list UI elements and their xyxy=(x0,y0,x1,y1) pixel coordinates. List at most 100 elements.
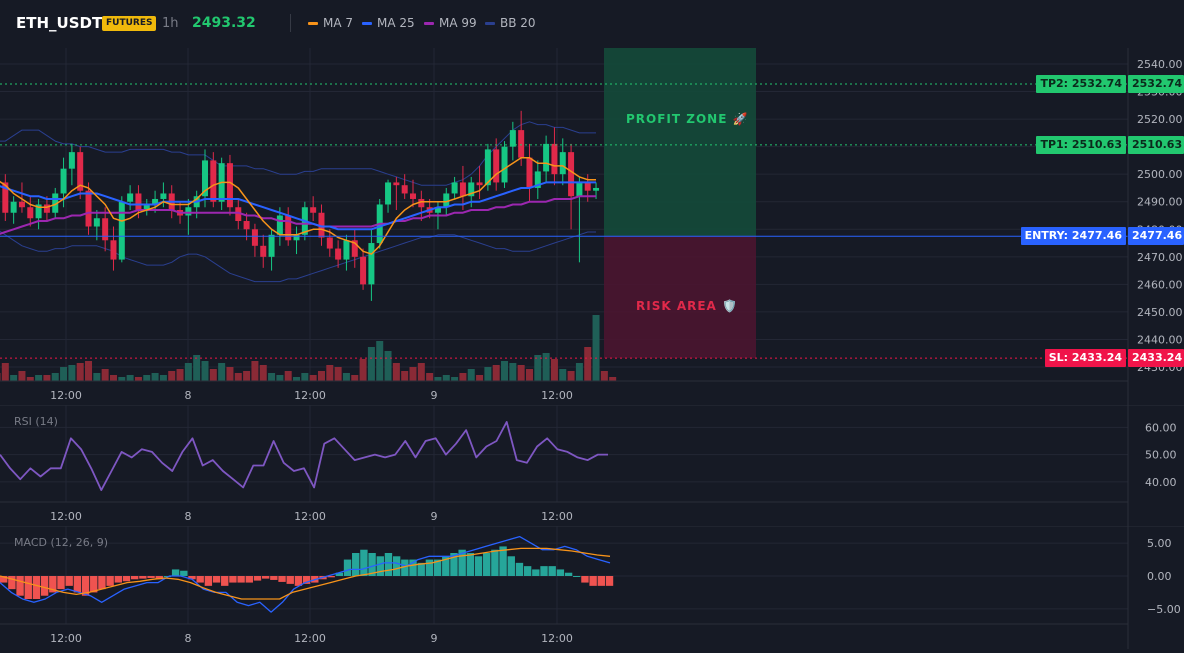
macd-histogram-bar xyxy=(417,562,425,576)
volume-bar xyxy=(276,375,284,381)
ma25-line xyxy=(0,181,596,231)
macd-histogram-bar xyxy=(57,576,65,590)
candle-body xyxy=(18,201,25,208)
tp1-level-label: TP1: 2510.63 xyxy=(1036,135,1126,154)
volume-bar xyxy=(201,361,209,381)
volume-bar xyxy=(392,363,400,381)
legend-ma25[interactable]: MA 25 xyxy=(362,16,415,30)
macd-histogram-bar xyxy=(474,556,483,576)
legend-ma7[interactable]: MA 7 xyxy=(308,16,353,30)
rsi-axis-label: 60.00 xyxy=(1145,421,1177,434)
volume-bar xyxy=(159,375,167,381)
header-divider xyxy=(290,14,291,32)
signal-line xyxy=(0,547,611,600)
macd-histogram-bar xyxy=(24,576,32,599)
macd-histogram-bar xyxy=(90,576,98,593)
time-axis-label: 12:00 xyxy=(50,389,82,402)
candle-body xyxy=(459,182,466,197)
rsi-time-label: 9 xyxy=(431,510,438,523)
volume-bar xyxy=(334,367,342,381)
volume-bar xyxy=(484,367,492,381)
candle-body xyxy=(102,218,109,241)
volume-bar xyxy=(60,367,68,381)
price-axis-label: 2540.00 xyxy=(1137,58,1183,71)
macd-histogram-bar xyxy=(8,576,16,590)
macd-histogram-bar xyxy=(188,576,196,580)
profit-zone-label: PROFIT ZONE 🚀 xyxy=(626,112,749,126)
macd-histogram-bar xyxy=(106,576,114,586)
price-chart-pane[interactable]: 2540.002530.002520.002510.002500.002490.… xyxy=(0,48,1184,405)
macd-axis-label: 5.00 xyxy=(1147,537,1172,550)
macd-canvas[interactable]: 5.00 0.00 −5.00 12:00 8 12:00 9 12:00 xyxy=(0,525,1184,649)
macd-histogram-bar xyxy=(335,572,344,576)
volume-bar xyxy=(193,355,201,381)
candle-body xyxy=(202,160,208,197)
macd-histogram-bar xyxy=(466,553,475,576)
macd-histogram-bar xyxy=(523,566,532,576)
volume-bar xyxy=(426,373,434,381)
volume-bar xyxy=(1,363,9,381)
price-chart-canvas[interactable]: 2540.002530.002520.002510.002500.002490.… xyxy=(0,48,1184,405)
macd-histogram-bar xyxy=(540,566,548,576)
macd-histogram-bar xyxy=(122,576,131,582)
macd-axis-label: −5.00 xyxy=(1147,603,1181,616)
timeframe-selector[interactable]: 1h xyxy=(162,16,179,31)
volume-bar xyxy=(525,369,533,381)
macd-histogram-bar xyxy=(221,576,229,586)
macd-histogram-bar xyxy=(409,559,417,576)
legend-bb20-label: BB 20 xyxy=(500,16,536,30)
candle-body xyxy=(360,256,367,285)
volume-bar xyxy=(367,347,375,381)
volume-bar xyxy=(35,375,43,381)
price-axis-label: 2460.00 xyxy=(1137,278,1183,291)
volume-bar xyxy=(268,373,276,381)
volume-bar xyxy=(326,365,334,381)
tp2-price-tag: 2532.74 xyxy=(1128,74,1184,93)
volume-bar xyxy=(575,363,583,381)
macd-histogram-bar xyxy=(450,553,458,576)
volume-bar xyxy=(18,371,26,381)
rsi-canvas[interactable]: 60.00 50.00 40.00 12:00 8 12:00 9 12:00 xyxy=(0,404,1184,526)
macd-histogram-bar xyxy=(425,559,434,576)
candle-body xyxy=(35,204,42,219)
volume-bar xyxy=(467,369,475,381)
candle-body xyxy=(385,182,392,205)
volume-bar xyxy=(517,365,525,381)
macd-histogram-bar xyxy=(597,576,606,586)
volume-bar xyxy=(509,363,517,381)
candle-body xyxy=(68,152,75,169)
macd-pane[interactable]: 5.00 0.00 −5.00 12:00 8 12:00 9 12:00 MACD (12,… xyxy=(0,525,1184,649)
candle-body xyxy=(185,207,192,216)
volume-bar xyxy=(109,375,117,381)
candle-body xyxy=(235,207,242,222)
volume-bar xyxy=(592,315,600,381)
candle-body xyxy=(310,207,317,213)
macd-histogram-bar xyxy=(278,576,286,582)
candle-body xyxy=(410,193,416,199)
macd-histogram-bar xyxy=(376,556,384,576)
candle-body xyxy=(451,182,458,194)
legend-bb20[interactable]: BB 20 xyxy=(485,16,536,30)
macd-histogram-bar xyxy=(40,576,49,596)
volume-bar xyxy=(584,347,592,381)
candle-body xyxy=(52,193,59,213)
candle-body xyxy=(160,193,167,199)
volume-bar xyxy=(409,367,417,381)
legend-ma99[interactable]: MA 99 xyxy=(424,16,477,30)
rsi-time-label: 12:00 xyxy=(294,510,326,523)
macd-histogram-bar xyxy=(433,559,442,576)
volume-bar xyxy=(251,361,259,381)
symbol-title[interactable]: ETH_USDT xyxy=(16,14,103,32)
macd-histogram-bar xyxy=(392,556,401,576)
candle-body xyxy=(493,149,500,183)
ma7-swatch-icon xyxy=(308,21,318,25)
price-axis-label: 2440.00 xyxy=(1137,333,1183,346)
entry-price-tag: 2477.46 xyxy=(1128,227,1184,246)
rsi-pane[interactable]: 60.00 50.00 40.00 12:00 8 12:00 9 12:00 RSI (14… xyxy=(0,404,1184,526)
candle-body xyxy=(251,229,258,246)
candle-body xyxy=(118,201,125,260)
candle-body xyxy=(393,182,400,186)
time-axis-label: 12:00 xyxy=(541,389,573,402)
volume-bar xyxy=(434,377,442,381)
time-axis-label: 8 xyxy=(185,389,192,402)
